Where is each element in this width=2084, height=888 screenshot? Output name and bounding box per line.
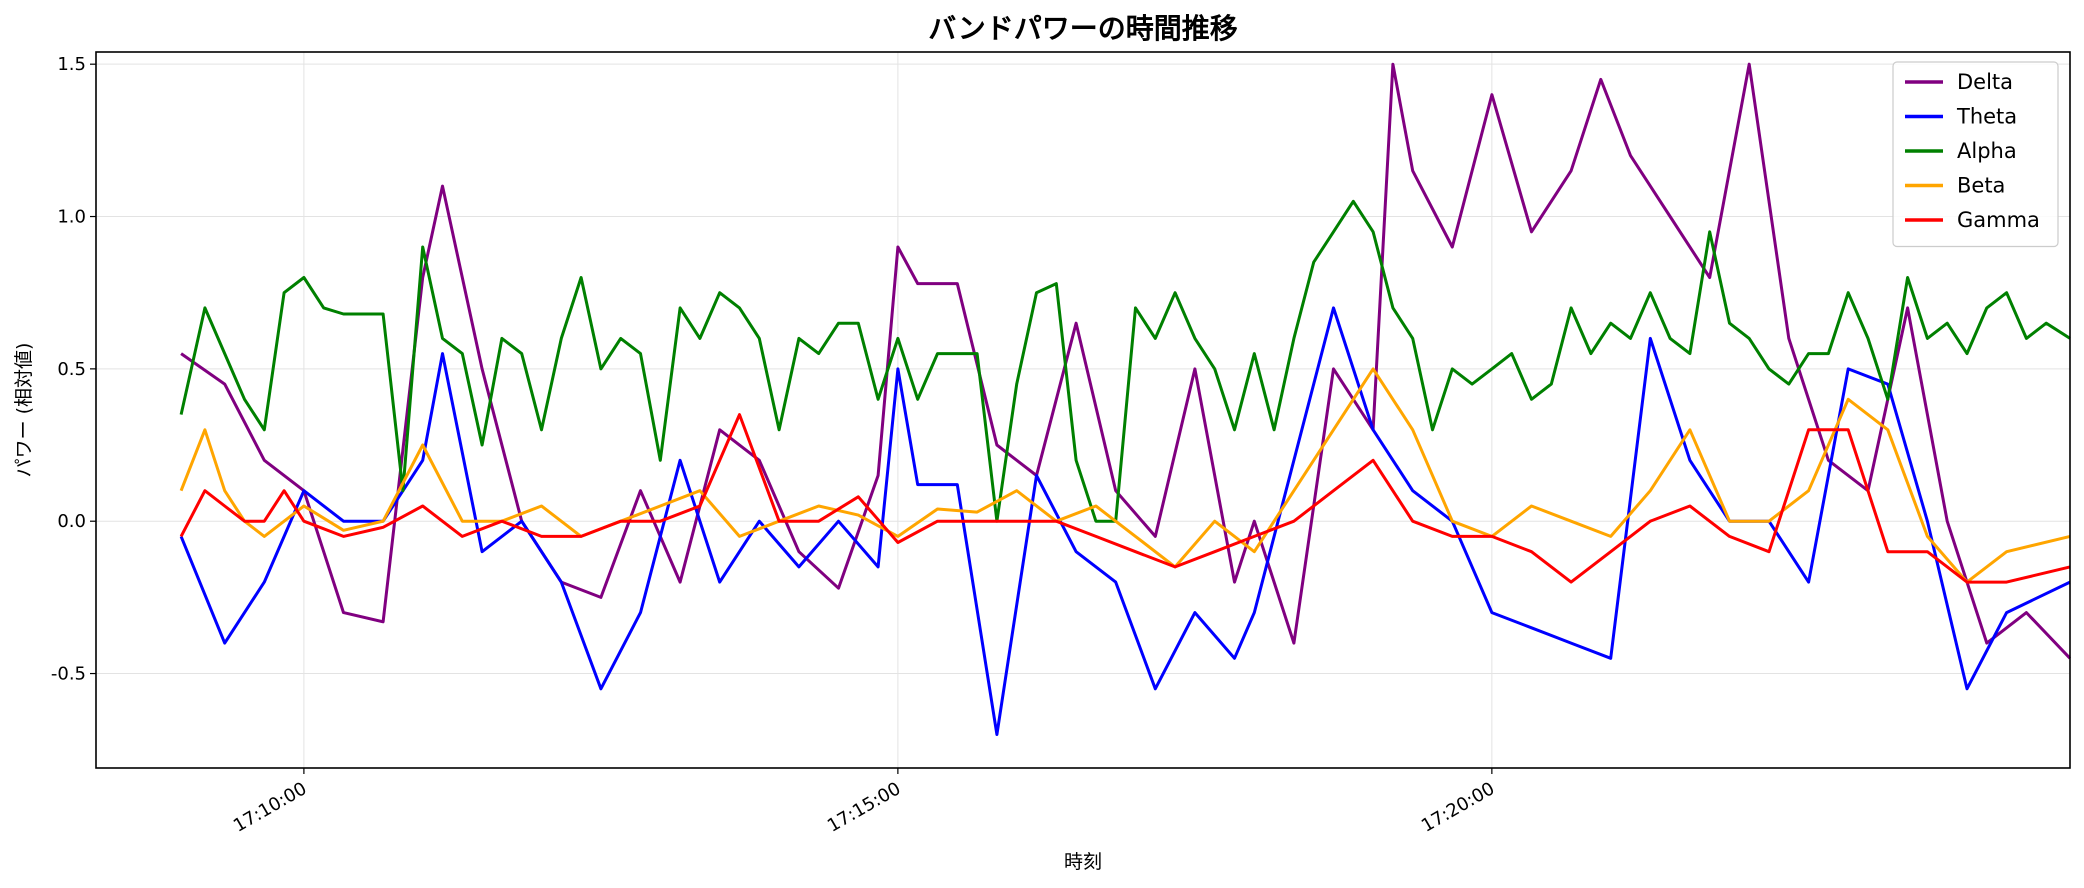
x-axis-ticks: 17:10:00 17:15:00 17:20:00 — [230, 768, 1498, 837]
legend-box — [1892, 61, 2059, 248]
x-tick-label: 17:20:00 — [1418, 778, 1499, 837]
y-axis-label: パワー (相対値) — [13, 343, 35, 478]
y-tick-label: 1.5 — [57, 54, 86, 75]
legend: Delta Theta Alpha Beta Gamma — [1892, 61, 2059, 248]
chart-title: バンドパワーの時間推移 — [928, 12, 1237, 45]
series-line-theta — [179, 306, 2071, 736]
y-tick-label: 0.0 — [57, 511, 86, 532]
legend-label: Theta — [1956, 105, 2017, 129]
legend-label: Beta — [1957, 174, 2005, 198]
legend-label: Alpha — [1957, 139, 2017, 163]
grid-lines — [96, 52, 2070, 768]
y-tick-label: -0.5 — [51, 664, 86, 685]
plot-frame — [95, 51, 2071, 769]
y-axis-ticks: -0.5 0.0 0.5 1.0 1.5 — [51, 54, 96, 685]
y-tick-label: 1.0 — [57, 207, 86, 228]
series-line-alpha — [179, 199, 2071, 523]
legend-label: Gamma — [1957, 208, 2040, 232]
series-lines — [179, 62, 2072, 736]
x-tick-label: 17:15:00 — [824, 778, 905, 837]
series-line-gamma — [179, 413, 2071, 584]
y-tick-label: 0.5 — [57, 359, 86, 380]
series-line-delta — [180, 62, 2072, 660]
legend-label: Delta — [1957, 70, 2013, 94]
x-axis-label: 時刻 — [1064, 851, 1102, 873]
x-tick-label: 17:10:00 — [230, 778, 311, 837]
